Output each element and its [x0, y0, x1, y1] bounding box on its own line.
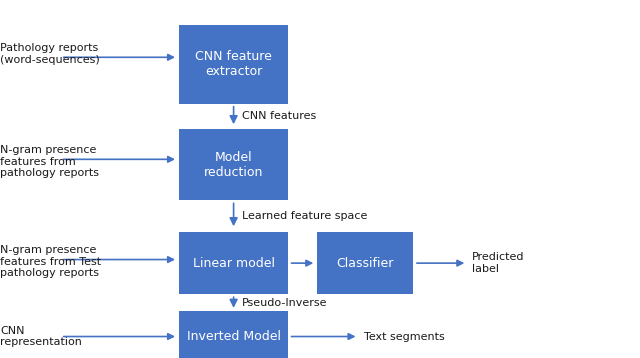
- Text: Pseudo-Inverse: Pseudo-Inverse: [242, 298, 328, 308]
- Text: Text segments: Text segments: [364, 332, 444, 342]
- Text: CNN
representation: CNN representation: [0, 326, 82, 347]
- Bar: [179, 232, 288, 294]
- Text: CNN feature
extractor: CNN feature extractor: [195, 50, 272, 78]
- Text: N-gram presence
features from
pathology reports: N-gram presence features from pathology …: [0, 145, 99, 178]
- Bar: [179, 311, 288, 358]
- Text: CNN features: CNN features: [242, 111, 316, 121]
- Text: Inverted Model: Inverted Model: [187, 330, 280, 343]
- Text: Linear model: Linear model: [193, 257, 275, 270]
- Text: Learned feature space: Learned feature space: [242, 211, 367, 221]
- Bar: [179, 25, 288, 104]
- Text: N-gram presence
features from Test
pathology reports: N-gram presence features from Test patho…: [0, 245, 101, 279]
- Text: Classifier: Classifier: [336, 257, 394, 270]
- Text: Pathology reports
(word-sequences): Pathology reports (word-sequences): [0, 43, 100, 64]
- Bar: [179, 129, 288, 200]
- Text: Model
reduction: Model reduction: [204, 151, 263, 179]
- Text: Predicted
label: Predicted label: [472, 252, 525, 274]
- Bar: [317, 232, 413, 294]
